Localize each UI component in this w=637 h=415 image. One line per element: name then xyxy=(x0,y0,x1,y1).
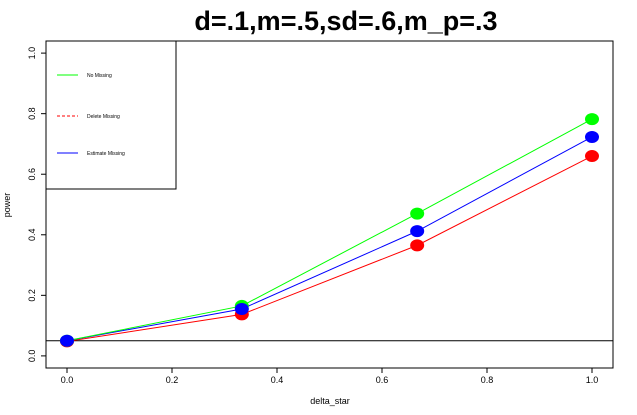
x-tick-label: 0.0 xyxy=(61,375,74,385)
y-tick-label: 0.6 xyxy=(27,168,37,181)
x-tick-label: 1.0 xyxy=(586,375,599,385)
data-point-estimate-missing xyxy=(60,334,74,347)
x-axis: 0.0 0.2 0.4 0.6 0.8 1.0 xyxy=(61,368,599,385)
y-tick-label: 0.4 xyxy=(27,229,37,242)
legend-label: Estimate Missing xyxy=(87,151,125,157)
x-tick-label: 0.4 xyxy=(271,375,284,385)
chart-title: d=.1,m=.5,sd=.6,m_p=.3 xyxy=(194,6,497,36)
legend-label: No Missing xyxy=(87,73,112,79)
data-point-delete-missing xyxy=(410,239,425,252)
plot-frame xyxy=(45,40,614,369)
y-tick-label: 0.2 xyxy=(27,289,37,302)
x-axis-label: delta_star xyxy=(310,396,350,406)
data-point-estimate-missing xyxy=(410,225,425,238)
y-tick-label: 0.0 xyxy=(27,350,37,363)
series-line-delete-missing xyxy=(66,155,593,342)
legend-box xyxy=(45,40,177,190)
data-point-delete-missing xyxy=(585,150,599,163)
y-tick-label: 0.8 xyxy=(27,107,37,120)
data-point-no-missing xyxy=(585,113,599,126)
x-tick-label: 0.2 xyxy=(166,375,179,385)
y-tick-label: 1.0 xyxy=(27,47,37,60)
series-layer xyxy=(60,113,599,348)
legend-label: Delete Missing xyxy=(87,114,120,120)
series-line-no-missing xyxy=(66,118,593,342)
series-line-estimate-missing xyxy=(66,136,593,342)
legend: No Missing Delete Missing Estimate Missing xyxy=(45,40,177,190)
x-tick-label: 0.6 xyxy=(376,375,389,385)
data-point-no-missing xyxy=(410,207,425,220)
data-point-estimate-missing xyxy=(585,130,599,143)
y-axis: 0.0 0.2 0.4 0.6 0.8 1.0 xyxy=(27,47,46,362)
y-axis-label: power xyxy=(2,193,12,218)
data-point-estimate-missing xyxy=(234,302,249,315)
x-tick-label: 0.8 xyxy=(481,375,494,385)
